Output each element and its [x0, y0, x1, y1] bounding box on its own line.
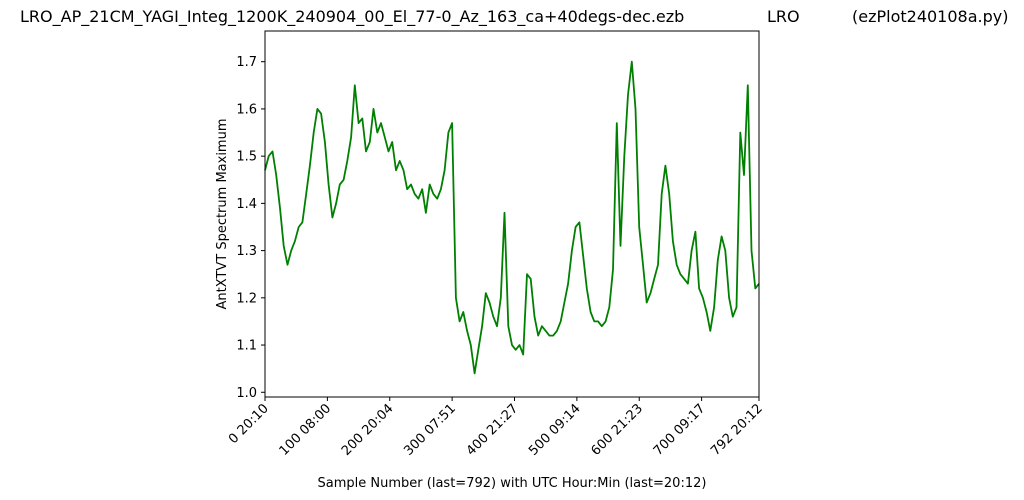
y-tick-label: 1.2	[236, 291, 257, 306]
series-line-0	[264, 60, 760, 375]
chart-title-script: (ezPlot240108a.py)	[852, 7, 1008, 26]
y-axis-label: AntXTVT Spectrum Maximum	[215, 119, 230, 310]
y-tick-label: 1.7	[236, 55, 257, 70]
x-tick-label: 400 21:27	[464, 401, 522, 459]
chart-title-file: LRO_AP_21CM_YAGI_Integ_1200K_240904_00_E…	[20, 7, 684, 27]
y-tick-label: 1.0	[236, 386, 257, 401]
y-tick-label: 1.4	[236, 197, 257, 212]
x-tick-label: 792 20:12	[708, 401, 766, 459]
chart-title-site: LRO	[767, 7, 800, 26]
y-tick-label: 1.3	[236, 244, 257, 259]
x-tick-label: 0 20:10	[226, 401, 272, 447]
axes-frame	[264, 30, 760, 398]
y-tick-label: 1.1	[236, 339, 257, 354]
axis-ticks: 1.0 1.1 1.2 1.3 1.4 1.5 1.6 1.7 0 20:10 100 08:00…	[226, 55, 766, 459]
y-tick-label: 1.5	[236, 150, 257, 165]
x-tick-label: 600 21:23	[588, 401, 646, 459]
x-tick-label: 100 08:00	[277, 401, 335, 459]
x-tick-label: 200 20:04	[339, 401, 397, 459]
x-tick-label: 700 09:17	[651, 401, 709, 459]
x-tick-label: 500 09:14	[526, 401, 584, 459]
plot-area	[264, 30, 760, 398]
x-axis-label: Sample Number (last=792) with UTC Hour:M…	[318, 476, 707, 491]
y-tick-label: 1.6	[236, 102, 257, 117]
x-tick-label: 300 07:51	[401, 401, 459, 459]
